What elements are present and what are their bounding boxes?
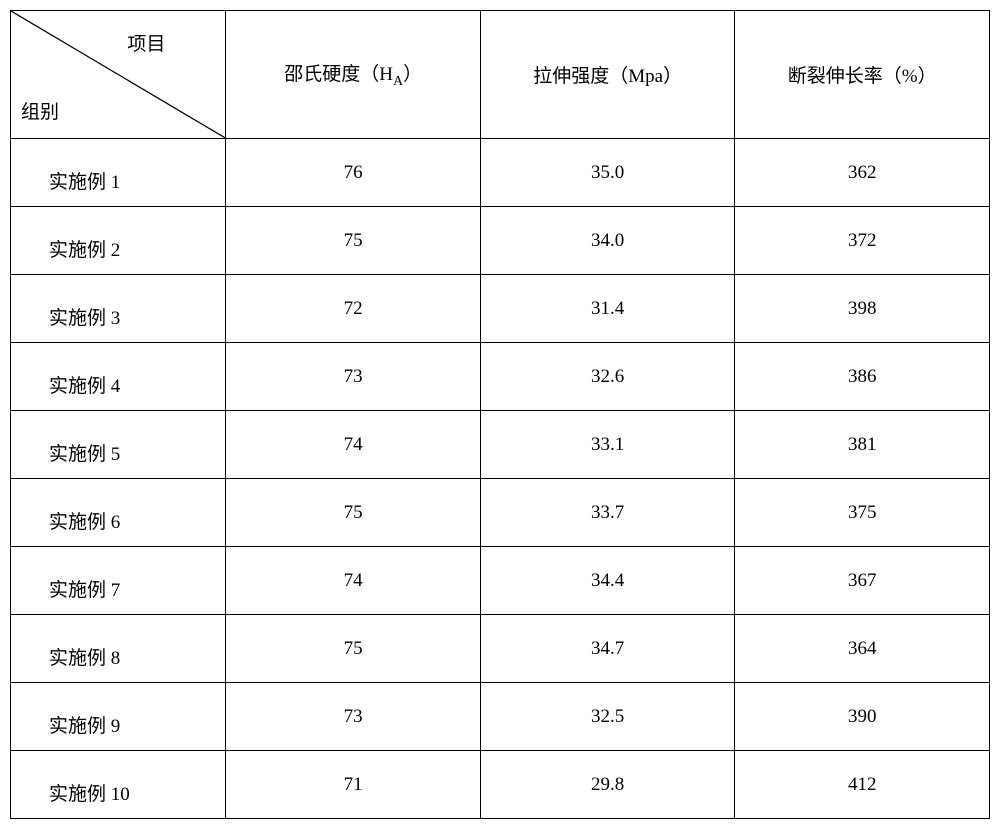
- col-hardness-sub: A: [393, 74, 403, 89]
- row-label: 实施例 5: [11, 411, 226, 479]
- cell-elongation: 372: [735, 207, 990, 275]
- cell-elongation: 375: [735, 479, 990, 547]
- cell-hardness: 75: [226, 615, 481, 683]
- row-label: 实施例 3: [11, 275, 226, 343]
- cell-hardness: 74: [226, 547, 481, 615]
- row-label: 实施例 6: [11, 479, 226, 547]
- cell-hardness: 74: [226, 411, 481, 479]
- cell-hardness: 71: [226, 751, 481, 819]
- diagonal-header-cell: 项目 组别: [11, 11, 226, 139]
- table-head: 项目 组别 邵氏硬度（HA） 拉伸强度（Mpa） 断裂伸长率（%）: [11, 11, 990, 139]
- cell-tensile: 34.0: [480, 207, 735, 275]
- cell-elongation: 362: [735, 139, 990, 207]
- col-hardness-prefix: 邵氏硬度（H: [284, 64, 393, 85]
- cell-hardness: 75: [226, 479, 481, 547]
- cell-tensile: 33.1: [480, 411, 735, 479]
- cell-elongation: 386: [735, 343, 990, 411]
- column-header-elongation: 断裂伸长率（%）: [735, 11, 990, 139]
- column-header-tensile: 拉伸强度（Mpa）: [480, 11, 735, 139]
- cell-hardness: 73: [226, 343, 481, 411]
- row-label: 实施例 10: [11, 751, 226, 819]
- table-row: 实施例 97332.5390: [11, 683, 990, 751]
- cell-hardness: 73: [226, 683, 481, 751]
- cell-elongation: 364: [735, 615, 990, 683]
- cell-elongation: 381: [735, 411, 990, 479]
- diagonal-top-label: 项目: [127, 29, 165, 56]
- table-body: 实施例 17635.0362实施例 27534.0372实施例 37231.43…: [11, 139, 990, 819]
- properties-table: 项目 组别 邵氏硬度（HA） 拉伸强度（Mpa） 断裂伸长率（%） 实施例 17…: [10, 10, 990, 819]
- col-hardness-suffix: ）: [403, 64, 422, 85]
- row-label: 实施例 8: [11, 615, 226, 683]
- row-label: 实施例 2: [11, 207, 226, 275]
- table-row: 实施例 57433.1381: [11, 411, 990, 479]
- cell-tensile: 34.7: [480, 615, 735, 683]
- table-row: 实施例 27534.0372: [11, 207, 990, 275]
- cell-elongation: 390: [735, 683, 990, 751]
- table-row: 实施例 17635.0362: [11, 139, 990, 207]
- row-label: 实施例 7: [11, 547, 226, 615]
- cell-tensile: 32.6: [480, 343, 735, 411]
- row-label: 实施例 9: [11, 683, 226, 751]
- column-header-hardness: 邵氏硬度（HA）: [226, 11, 481, 139]
- table-row: 实施例 107129.8412: [11, 751, 990, 819]
- cell-hardness: 72: [226, 275, 481, 343]
- cell-tensile: 29.8: [480, 751, 735, 819]
- cell-tensile: 31.4: [480, 275, 735, 343]
- cell-elongation: 412: [735, 751, 990, 819]
- cell-tensile: 34.4: [480, 547, 735, 615]
- cell-hardness: 76: [226, 139, 481, 207]
- cell-tensile: 35.0: [480, 139, 735, 207]
- table-row: 实施例 47332.6386: [11, 343, 990, 411]
- row-label: 实施例 4: [11, 343, 226, 411]
- cell-hardness: 75: [226, 207, 481, 275]
- table-row: 实施例 77434.4367: [11, 547, 990, 615]
- row-label: 实施例 1: [11, 139, 226, 207]
- table-row: 实施例 37231.4398: [11, 275, 990, 343]
- cell-elongation: 398: [735, 275, 990, 343]
- cell-tensile: 32.5: [480, 683, 735, 751]
- cell-tensile: 33.7: [480, 479, 735, 547]
- header-row: 项目 组别 邵氏硬度（HA） 拉伸强度（Mpa） 断裂伸长率（%）: [11, 11, 990, 139]
- table-row: 实施例 67533.7375: [11, 479, 990, 547]
- cell-elongation: 367: [735, 547, 990, 615]
- table-row: 实施例 87534.7364: [11, 615, 990, 683]
- properties-table-container: 项目 组别 邵氏硬度（HA） 拉伸强度（Mpa） 断裂伸长率（%） 实施例 17…: [10, 10, 990, 819]
- diagonal-bottom-label: 组别: [21, 97, 59, 124]
